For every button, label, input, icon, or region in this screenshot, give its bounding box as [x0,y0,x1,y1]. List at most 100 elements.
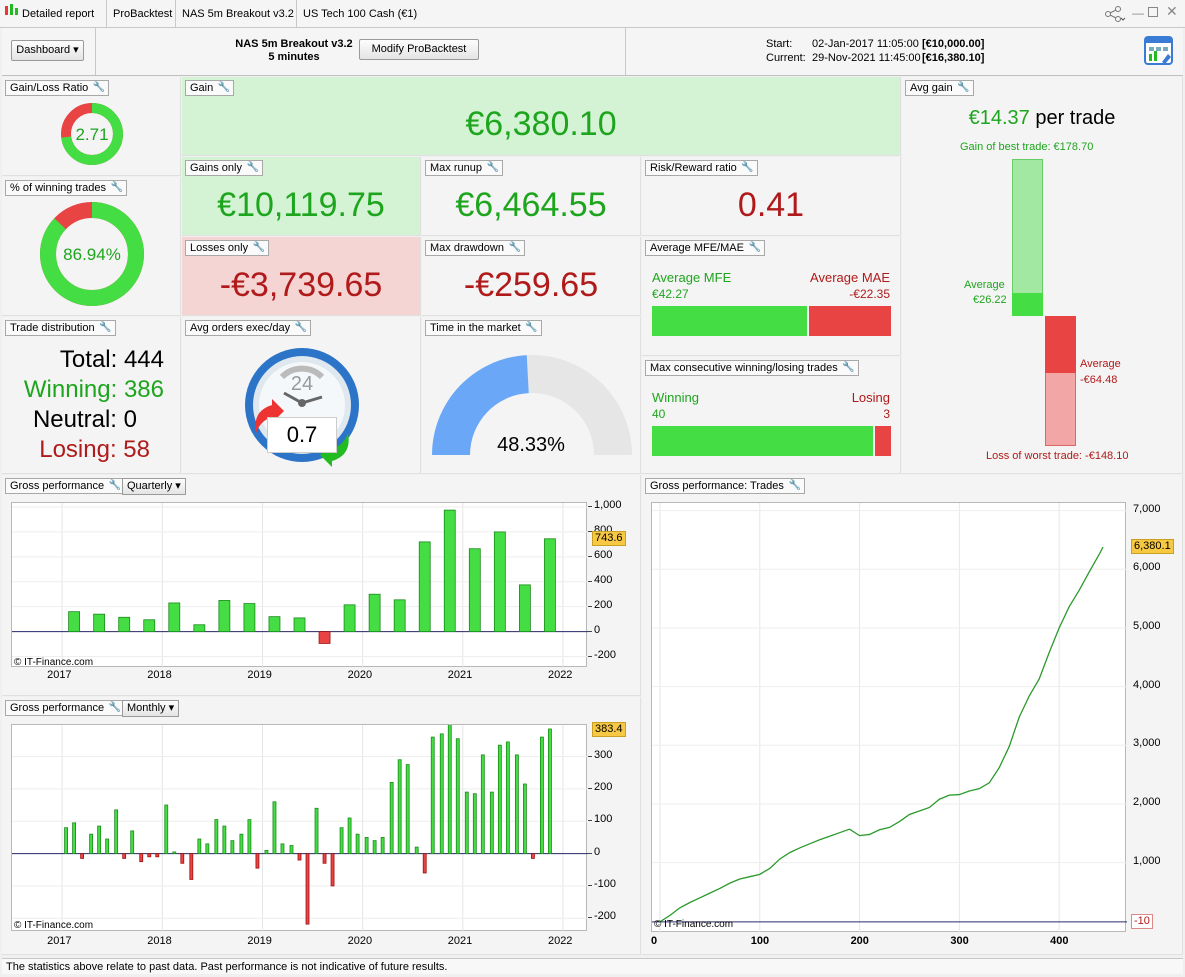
clock-number: 24 [291,373,313,395]
y-tick-label: 300 [594,748,613,761]
bar [397,759,402,854]
bar [72,822,77,854]
trades-plot-area[interactable]: © IT-Finance.com [651,502,1127,933]
tab-strategy[interactable]: NAS 5m Breakout v3.2 [176,0,297,28]
bar [405,764,410,854]
gain-loss-donut [61,103,123,165]
trades-panel: Gross performance: Trades 🔧 © IT-Finance.… [642,475,1183,955]
bar [118,616,131,633]
maximize-icon[interactable] [1148,7,1158,17]
share-icon[interactable] [1104,6,1126,25]
y-tick-label: 200 [594,780,613,793]
panel-title[interactable]: Losses only 🔧 [185,240,270,256]
bar [180,853,185,864]
report-settings-icon[interactable] [1144,36,1174,69]
tab-instrument[interactable]: US Tech 100 Cash (€1) [297,0,421,28]
panel-title[interactable]: Max consecutive winning/losing trades 🔧 [645,360,859,376]
panel-title[interactable]: Trade distribution 🔧 [5,320,116,336]
time-in-market-panel: Time in the market 🔧 48.33% [422,317,641,474]
losing-streak-value: 3 [883,407,890,421]
wrench-icon[interactable]: 🔧 [99,322,112,333]
max-runup-panel: Max runup 🔧 €6,464.55 [422,157,641,236]
bar [164,804,169,854]
risk-reward-value: 0.41 [737,186,805,224]
wrench-icon[interactable]: 🔧 [741,162,754,173]
bar [122,853,127,859]
panel-title[interactable]: Gains only 🔧 [185,160,263,176]
time-in-market-value: 48.33% [497,434,565,456]
y-tick [588,506,592,507]
wrench-icon[interactable]: 🔧 [842,362,855,373]
monthly-bars [12,720,588,932]
monthly-panel: Gross performance 🔧 Monthly ▾ © IT-Financ… [2,697,641,955]
wrench-icon[interactable]: 🔧 [788,480,801,491]
bar [355,833,360,854]
wrench-icon[interactable]: 🔧 [252,242,266,253]
panel-title[interactable]: Gross performance 🔧 [5,478,126,494]
panel-title[interactable]: % of winning trades 🔧 [5,180,127,196]
current-amount: [€16,380.10] [922,52,985,64]
avg-orders-panel: Avg orders exec/day 🔧 24 0.7 [182,317,421,474]
x-tick-label: 200 [850,935,869,947]
tab-label: Detailed report [22,8,95,20]
quarterly-plot-area[interactable]: © IT-Finance.com [11,502,588,668]
avg-gain-panel: Avg gain 🔧 €14.37 per trade Gain of best … [902,77,1183,474]
wrench-icon[interactable]: 🔧 [486,162,499,173]
wrench-icon[interactable]: 🔧 [217,82,231,93]
x-tick-label: 2019 [247,935,272,947]
wrench-icon[interactable]: 🔧 [108,702,122,713]
panel-title[interactable]: Avg gain 🔧 [905,80,974,96]
close-icon[interactable]: ✕ [1166,3,1178,19]
y-tick-label: 100 [594,813,613,826]
winning-streak-bar [652,426,873,456]
gains-only-panel: Gains only 🔧 €10,119.75 [182,157,421,236]
wrench-icon[interactable]: 🔧 [957,82,970,93]
panel-title[interactable]: Max drawdown 🔧 [425,240,525,256]
tab-detailed-report[interactable]: Detailed report [0,0,107,28]
wrench-icon[interactable]: 🔧 [92,82,106,93]
y-tick-label: 2,000 [1133,795,1161,808]
panel-title[interactable]: Gross performance: Trades 🔧 [645,478,805,494]
panel-title[interactable]: Gross performance 🔧 [5,700,126,716]
bar [247,819,252,854]
x-tick-label: 2019 [247,669,272,681]
quarterly-period-dropdown[interactable]: Quarterly ▾ [122,478,186,495]
modify-probacktest-button[interactable]: Modify ProBacktest [359,39,479,60]
losing-streak-label: Losing [851,390,890,405]
panel-title[interactable]: Time in the market 🔧 [425,320,542,336]
losses-only-value: -€3,739.65 [219,266,383,304]
panel-title[interactable]: Gain/Loss Ratio 🔧 [5,80,110,96]
panel-title[interactable]: Average MFE/MAE 🔧 [645,240,765,256]
divider [95,28,96,75]
tab-probacktest[interactable]: ProBacktest [107,0,176,28]
wrench-icon[interactable]: 🔧 [525,322,538,333]
monthly-plot-area[interactable]: © IT-Finance.com [11,720,588,932]
panel-title[interactable]: Avg orders exec/day 🔧 [185,320,312,336]
wrench-icon[interactable]: 🔧 [246,162,259,173]
panel-title[interactable]: Risk/Reward ratio 🔧 [645,160,758,176]
wrench-icon[interactable]: 🔧 [508,242,521,253]
bar [172,851,177,854]
bar [339,827,344,854]
wrench-icon[interactable]: 🔧 [748,242,761,253]
monthly-period-dropdown[interactable]: Monthly ▾ [122,700,180,717]
y-tick [588,820,592,822]
wrench-icon[interactable]: 🔧 [294,322,308,333]
bar [322,853,327,864]
panel-title[interactable]: Gain 🔧 [185,80,235,96]
minimize-icon[interactable]: — [1132,6,1144,20]
wrench-icon[interactable]: 🔧 [110,182,123,193]
quarterly-x-axis: 2017 2018 2019 2020 2021 2022 [11,669,587,685]
avg-gain-value: €14.37 [968,107,1030,129]
wrench-icon[interactable]: 🔧 [108,480,122,491]
avg-win-label: Average [964,279,1005,291]
panel-title[interactable]: Max runup 🔧 [425,160,503,176]
y-tick [588,555,592,557]
max-drawdown-value: -€259.65 [463,266,599,304]
y-tick [588,917,592,919]
dashboard-dropdown[interactable]: Dashboard ▾ [11,40,84,61]
timeframe: 5 minutes [268,51,320,63]
bar [114,809,119,854]
bar [93,613,106,633]
bar [455,738,460,854]
